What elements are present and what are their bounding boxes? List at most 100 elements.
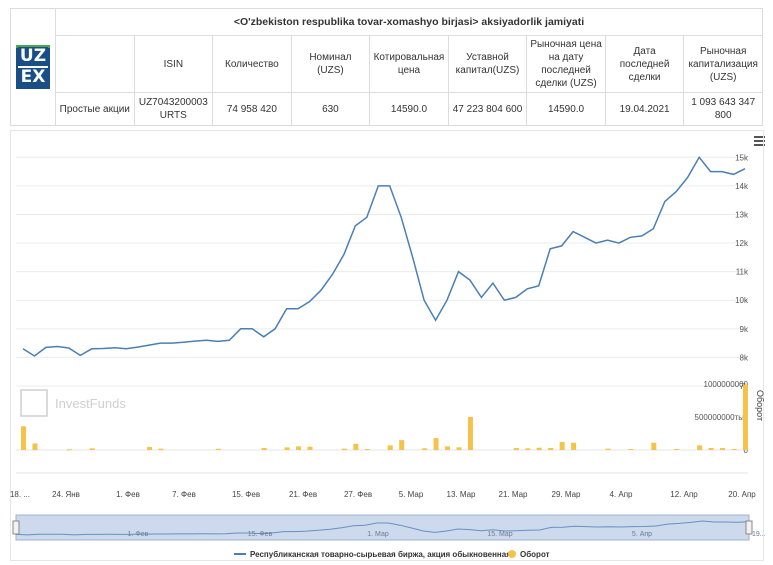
volume-bar bbox=[674, 449, 680, 451]
volume-bar bbox=[21, 426, 26, 450]
price-chart: 15k14k13k12k11k10k9k8k7kInvestFunds10000… bbox=[10, 130, 766, 561]
row-label-cell: Простые акции bbox=[55, 92, 135, 126]
header-cell: Дата последней сделки bbox=[604, 35, 685, 93]
price-series-line bbox=[22, 155, 746, 357]
investfunds-watermark: InvestFunds bbox=[20, 389, 126, 417]
volume-bar bbox=[66, 449, 72, 451]
volume-bar bbox=[284, 447, 290, 450]
x-tick-label: 18. ... bbox=[10, 490, 30, 499]
header-cell-blank bbox=[55, 35, 135, 93]
chart-frame bbox=[10, 130, 764, 561]
volume-bar bbox=[708, 448, 714, 450]
volume-bar bbox=[525, 448, 531, 450]
volume-tick-label: 1000000000 bbox=[704, 380, 749, 389]
value-cell: UZ7043200003 URTS bbox=[133, 92, 214, 126]
volume-bar bbox=[261, 448, 267, 450]
y-tick-label: 10k bbox=[735, 296, 749, 305]
volume-tick-label: 0 bbox=[744, 446, 749, 455]
volume-tick-label: 500000000тыс bbox=[695, 413, 748, 422]
volume-bar bbox=[433, 438, 439, 450]
y-tick-label: 14k bbox=[735, 182, 749, 191]
navigator-end-label: 19... bbox=[752, 531, 766, 538]
header-cell: Котировальная цена bbox=[369, 35, 449, 93]
volume-bar bbox=[89, 448, 95, 450]
y-tick-label: 15k bbox=[735, 153, 749, 162]
volume-bar bbox=[513, 448, 519, 450]
navigator-handle[interactable] bbox=[745, 520, 753, 535]
logo-text-bottom: EX bbox=[18, 68, 48, 87]
navigator-label: 1. Мар bbox=[367, 531, 389, 538]
value-cell: 74 958 420 bbox=[212, 92, 292, 126]
navigator-handle[interactable] bbox=[12, 520, 20, 535]
header-cell: ISIN bbox=[133, 35, 214, 93]
x-tick-label: 21. Мар bbox=[499, 490, 529, 499]
volume-bar bbox=[743, 384, 748, 450]
x-tick-label: 1. Фев bbox=[116, 490, 140, 499]
x-tick-label: 13. Мар bbox=[447, 490, 477, 499]
volume-bar bbox=[731, 449, 737, 451]
navigator-label: 15. Мар bbox=[487, 531, 512, 538]
watermark-logo-icon bbox=[20, 389, 48, 417]
header-cell: Рыночная капитализация (UZS) bbox=[683, 35, 763, 93]
volume-bar bbox=[456, 447, 462, 450]
x-tick-label: 29. Мар bbox=[552, 490, 582, 499]
volume-bar bbox=[353, 443, 359, 450]
legend-bar-icon bbox=[508, 550, 516, 558]
volume-bar bbox=[605, 448, 611, 450]
y-tick-label: 11k bbox=[736, 268, 749, 277]
value-cell: 14590.0 bbox=[369, 92, 449, 126]
x-tick-label: 20. Апр bbox=[728, 490, 756, 499]
header-cell: Рыночная цена на дату последней сделки (… bbox=[526, 35, 606, 93]
value-cell: 14590.0 bbox=[526, 92, 606, 126]
x-tick-label: 27. Фев bbox=[344, 490, 372, 499]
header-cell: Количество bbox=[212, 35, 292, 93]
legend-line-label: Республиканская товарно-сырьевая биржа, … bbox=[250, 550, 511, 559]
volume-bar bbox=[467, 417, 473, 450]
value-cell: 1 093 643 347 800 bbox=[683, 92, 763, 126]
header-cell: Номинал (UZS) bbox=[290, 35, 371, 93]
volume-bar bbox=[559, 442, 565, 450]
volume-bar bbox=[364, 449, 370, 451]
volume-bar bbox=[296, 446, 302, 450]
volume-bar bbox=[341, 448, 347, 450]
logo-text-top: UZ bbox=[18, 46, 48, 68]
y-tick-label: 12k bbox=[735, 239, 749, 248]
chart-menu-icon[interactable] bbox=[754, 136, 765, 146]
table-header-row: ISIN Количество Номинал (UZS) Котировальная… bbox=[11, 35, 763, 93]
stock-info-table: UZ EX <O'zbekiston respublika tovar-xoma… bbox=[10, 8, 763, 126]
value-cell: 47 223 804 600 bbox=[447, 92, 528, 126]
volume-bar bbox=[628, 449, 634, 451]
volume-bar bbox=[147, 447, 153, 450]
header-cell: Уставной капитал(UZS) bbox=[447, 35, 528, 93]
x-tick-label: 12. Апр bbox=[670, 490, 698, 499]
volume-bar bbox=[307, 446, 313, 450]
watermark-text: InvestFunds bbox=[55, 396, 126, 411]
navigator-label: 1. Фев bbox=[128, 531, 149, 538]
volume-bar bbox=[158, 448, 164, 450]
volume-bar bbox=[32, 443, 38, 450]
uzex-logo: UZ EX bbox=[10, 8, 56, 126]
volume-bar bbox=[697, 445, 703, 450]
volume-bar bbox=[422, 448, 428, 450]
value-cell: 630 bbox=[290, 92, 371, 126]
volume-bar bbox=[651, 442, 657, 450]
volume-bar bbox=[399, 440, 405, 450]
volume-bar bbox=[571, 442, 577, 450]
volume-bar bbox=[536, 447, 542, 450]
volume-bar bbox=[387, 445, 393, 450]
y-tick-label: 8k bbox=[740, 353, 749, 362]
legend-bar-label: Оборот bbox=[520, 550, 550, 559]
value-cell: 19.04.2021 bbox=[604, 92, 685, 126]
x-tick-label: 5. Мар bbox=[399, 490, 424, 499]
x-tick-label: 24. Янв bbox=[52, 490, 80, 499]
navigator-label: 5. Апр bbox=[632, 531, 652, 538]
chart-legend[interactable]: Республиканская товарно-сырьевая биржа, … bbox=[234, 550, 550, 559]
navigator-label: 15. Фев bbox=[248, 531, 273, 538]
navigator-series-line bbox=[15, 520, 750, 536]
volume-bar bbox=[445, 446, 451, 450]
x-tick-label: 21. Фев bbox=[289, 490, 317, 499]
company-title: <O'zbekiston respublika tovar-xomashyo b… bbox=[55, 8, 763, 36]
y-tick-label: 9k bbox=[740, 325, 749, 334]
volume-bar bbox=[215, 448, 221, 450]
table-row: Простые акции UZ7043200003 URTS 74 958 42… bbox=[11, 92, 763, 126]
